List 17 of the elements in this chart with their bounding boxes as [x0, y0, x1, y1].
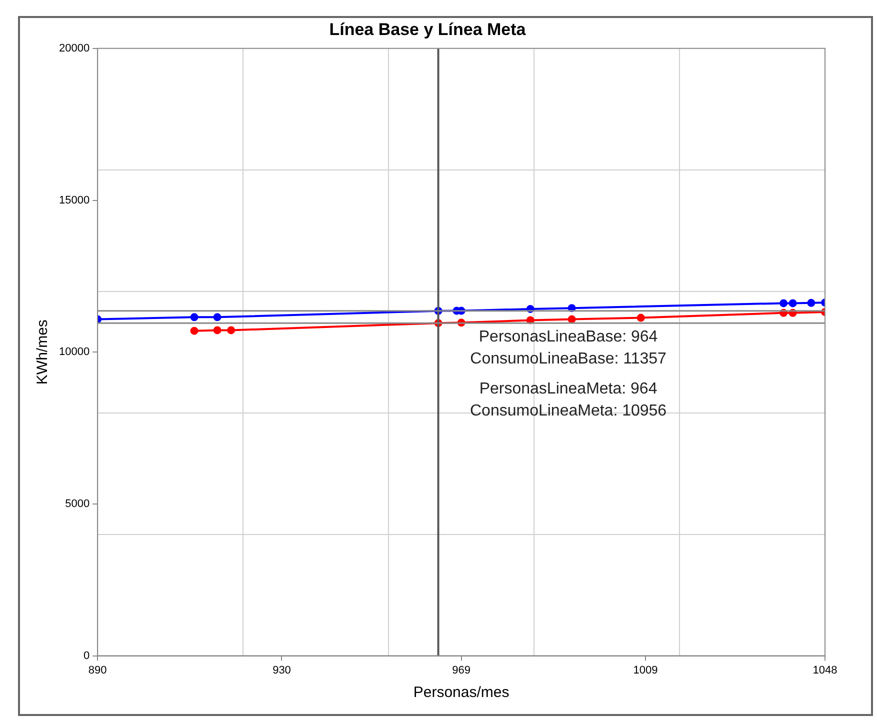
x-tick-label: 930	[272, 664, 291, 676]
x-axis-title: Personas/mes	[413, 684, 510, 702]
y-axis-title: KWh/mes	[34, 320, 52, 385]
y-tick-label: 20000	[58, 42, 90, 54]
y-tick-label: 5000	[65, 498, 90, 510]
x-tick-label: 1009	[633, 664, 658, 676]
y-tick-label: 10000	[58, 346, 90, 358]
annotation: ConsumoLineaBase: 11357	[470, 350, 667, 368]
x-tick-label: 969	[452, 664, 470, 676]
x-tick-label: 1048	[812, 664, 838, 676]
y-tick-label: 15000	[58, 194, 90, 206]
y-tick-label: 0	[83, 650, 90, 662]
x-tick-label: 890	[88, 664, 107, 676]
chart-title: Línea Base y Línea Meta	[329, 20, 526, 39]
annotation: ConsumoLineaMeta: 10956	[470, 402, 667, 420]
annotation: PersonasLineaBase: 964	[478, 328, 658, 346]
annotation: PersonasLineaMeta: 964	[479, 380, 658, 398]
